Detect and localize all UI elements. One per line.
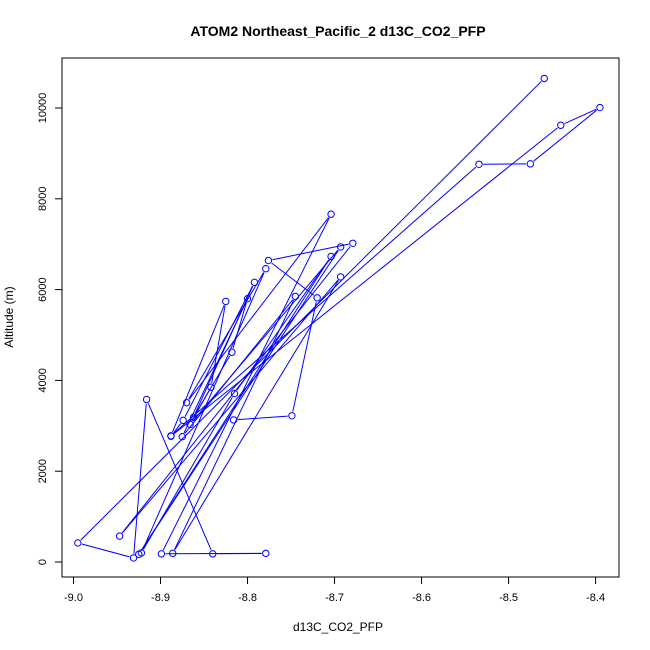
data-point — [74, 539, 82, 547]
data-point — [178, 432, 186, 441]
data-point — [229, 416, 238, 424]
series-line-segment — [162, 217, 330, 551]
data-point — [336, 243, 345, 251]
data-point — [327, 210, 335, 218]
data-point — [157, 550, 166, 558]
series-line-segment — [172, 305, 225, 433]
data-point — [313, 294, 321, 302]
series-line-segment — [271, 262, 315, 296]
x-tick-label: -9.0 — [64, 592, 83, 604]
x-tick-label: -8.5 — [499, 592, 518, 604]
x-tick-label: -8.9 — [151, 592, 170, 604]
data-point — [167, 432, 175, 440]
data-point — [262, 265, 270, 273]
data-point — [168, 549, 177, 558]
series-line-segment — [140, 250, 339, 552]
chart-title: ATOM2 Northeast_Pacific_2 d13C_CO2_PFP — [190, 23, 485, 39]
x-tick-label: -8.8 — [238, 592, 257, 604]
data-point — [129, 554, 138, 562]
data-point — [475, 160, 483, 168]
series-line-segment — [133, 403, 147, 554]
data-point — [540, 74, 548, 83]
data-point — [207, 383, 215, 391]
plot-frame — [61, 57, 620, 578]
x-axis-label: d13C_CO2_PFP — [293, 620, 383, 634]
series-line-segment — [188, 272, 265, 400]
data-point — [115, 532, 124, 540]
data-point — [596, 103, 604, 112]
data-point — [264, 256, 273, 265]
series-line-segment — [173, 127, 558, 435]
series-line-segment — [564, 108, 597, 124]
series-line-segment — [192, 249, 339, 422]
series-line-segment — [533, 109, 597, 162]
series-line-segment — [184, 285, 254, 417]
data-point — [327, 252, 335, 261]
data-point — [526, 160, 535, 168]
series-line-segment — [147, 403, 212, 551]
data-point — [182, 398, 191, 407]
data-point — [349, 239, 357, 247]
y-tick-label: 2000 — [37, 459, 49, 483]
series-line-segment — [174, 299, 295, 550]
y-axis: 0 2000 4000 6000 8000 10000 — [37, 93, 62, 565]
data-point — [557, 121, 565, 129]
y-tick-label: 6000 — [37, 277, 49, 301]
x-axis: -9.0 -8.9 -8.8 -8.7 -8.6 -8.5 -8.4 — [64, 577, 605, 604]
data-point — [209, 550, 217, 558]
series-layer — [74, 74, 604, 562]
series-line-segment — [272, 243, 349, 261]
y-tick-label: 8000 — [37, 187, 49, 211]
series-line-segment — [81, 543, 130, 558]
series-line-segment — [121, 246, 351, 534]
series-line-segment — [236, 259, 330, 391]
x-tick-label: -8.4 — [586, 592, 605, 604]
data-point — [228, 348, 236, 356]
x-tick-label: -8.6 — [412, 592, 431, 604]
series-line-segment — [237, 415, 288, 421]
data-point — [179, 416, 187, 425]
series-line-segment — [232, 302, 247, 349]
data-point — [230, 389, 239, 398]
y-tick-label: 0 — [37, 559, 49, 565]
data-point — [186, 420, 194, 429]
data-point — [291, 292, 300, 301]
data-point — [222, 297, 230, 306]
series-line-segment — [188, 217, 329, 400]
data-point — [336, 273, 345, 281]
data-point — [135, 550, 143, 558]
series-line-segment — [80, 81, 542, 541]
y-tick-label: 4000 — [37, 368, 49, 392]
data-point — [250, 278, 259, 287]
y-tick-label: 10000 — [37, 93, 49, 124]
series-line-segment — [173, 166, 477, 434]
x-tick-label: -8.7 — [325, 592, 344, 604]
data-point — [142, 395, 151, 404]
series-line-segment — [183, 302, 247, 434]
series-line-segment — [292, 301, 317, 412]
series-line-segment — [173, 423, 181, 434]
data-point — [189, 413, 198, 421]
series-line-segment — [121, 279, 339, 534]
series-line-segment — [184, 299, 294, 434]
data-point — [288, 412, 296, 420]
data-point — [243, 294, 252, 303]
y-axis-label: Altitude (m) — [2, 286, 16, 347]
data-point — [262, 549, 270, 558]
